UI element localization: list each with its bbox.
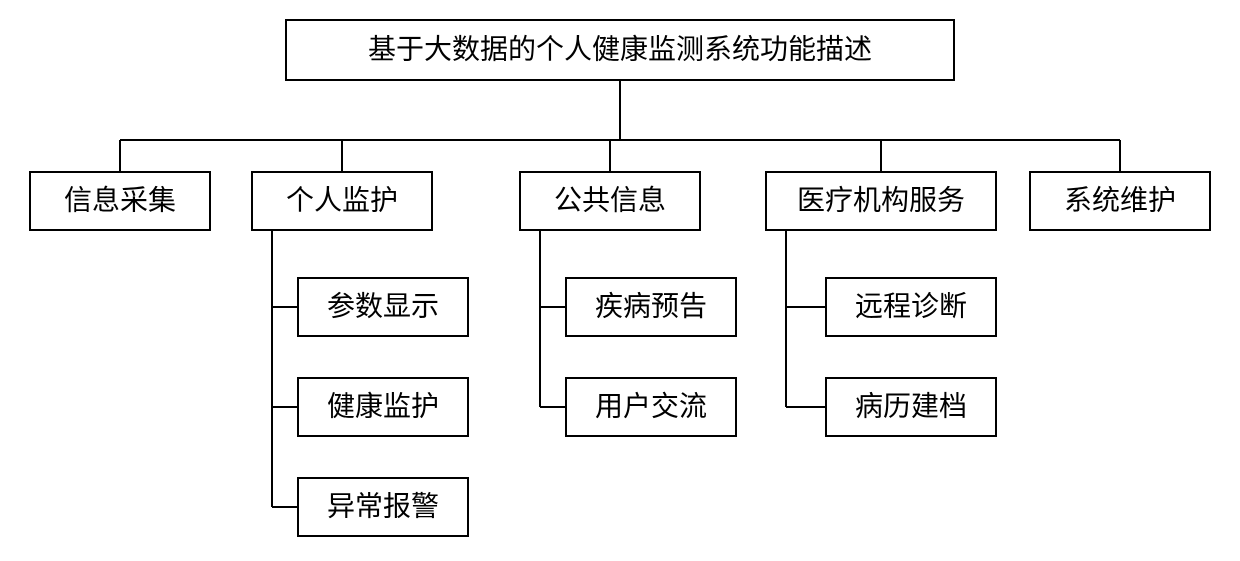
l2-node-personal-1-label: 健康监护 [327,390,439,422]
l2-node-public_info-0-label: 疾病预告 [595,290,707,322]
l1-node-public_info-label: 公共信息 [554,184,666,216]
root-node-label: 基于大数据的个人健康监测系统功能描述 [368,33,872,65]
l2-node-medical-1-label: 病历建档 [855,390,967,422]
hierarchy-diagram: 基于大数据的个人健康监测系统功能描述信息采集 个人监护 公共信息 医疗机构服务 系统维护… [0,0,1240,561]
l2-node-personal-2-label: 异常报警 [327,490,439,522]
l1-node-personal-label: 个人监护 [286,184,398,216]
l2-node-public_info-1-label: 用户交流 [595,390,707,422]
l1-node-medical-label: 医疗机构服务 [797,184,965,216]
l2-node-personal-0-label: 参数显示 [327,290,439,322]
l2-node-medical-0-label: 远程诊断 [855,290,967,322]
l1-node-sys_maint-label: 系统维护 [1064,184,1176,216]
l1-node-info_collect-label: 信息采集 [64,184,176,216]
